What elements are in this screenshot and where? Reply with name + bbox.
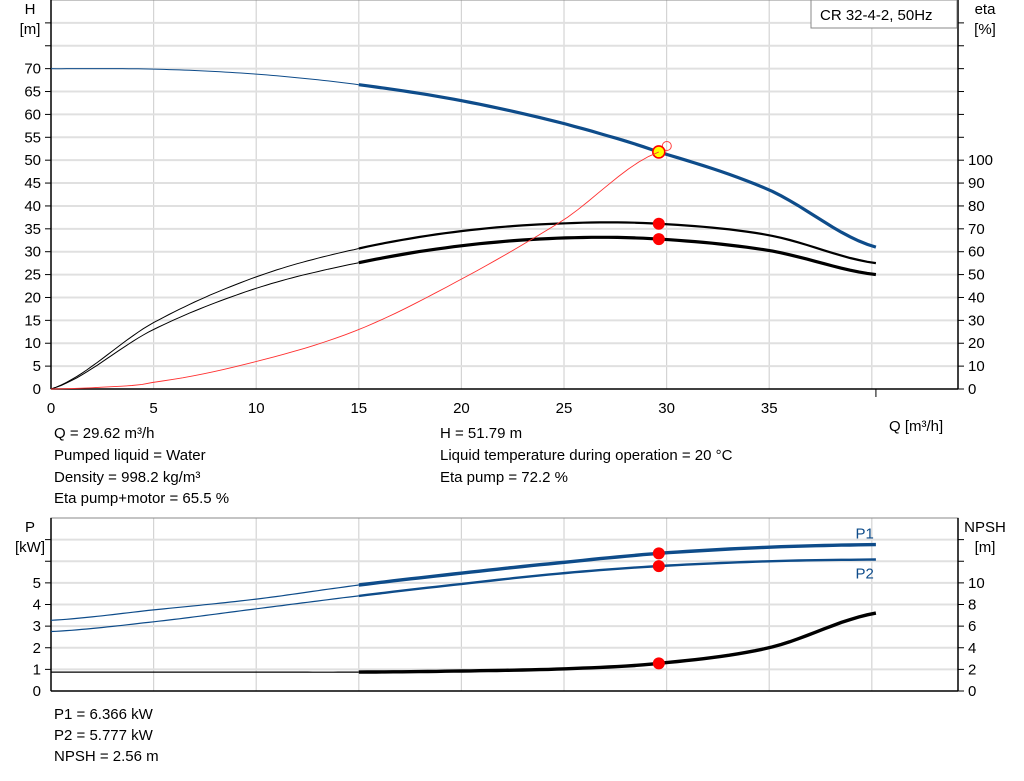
bottom-y-tick-label: 0 (33, 683, 41, 700)
bottom-y-right-axis-label: NPSH (964, 519, 1006, 536)
top-x-tick-label: 5 (149, 400, 157, 417)
bottom-series-p1-extrapolated (50, 584, 359, 621)
bottom-y-right-tick-label: 10 (968, 575, 985, 592)
top-series-system-curve (50, 151, 659, 390)
top-y-tick-label: 10 (24, 335, 41, 352)
top-y-tick-label: 25 (24, 267, 41, 284)
chart-title: CR 32-4-2, 50Hz (820, 7, 933, 24)
top-x-tick-label: 0 (47, 400, 55, 417)
top-series-eta-pump (358, 221, 877, 265)
top-y-tick-label: 30 (24, 244, 41, 261)
readout-npsh: NPSH = 2.56 m (54, 748, 159, 765)
bottom-y-tick-label: 3 (33, 618, 41, 635)
bottom-series-npsh (358, 611, 877, 674)
bottom-operating-point-p2 (652, 560, 665, 573)
readout-density: Density = 998.2 kg/m³ (54, 469, 201, 486)
top-y-right-tick-label: 30 (968, 312, 985, 329)
legend-box (810, 0, 958, 29)
top-y-tick-label: 5 (33, 358, 41, 375)
bottom-series-p1 (358, 542, 876, 587)
top-y-right-tick-label: 50 (968, 267, 985, 284)
top-y-right-axis-unit: [%] (974, 21, 996, 38)
readout-liquid: Pumped liquid = Water (54, 447, 206, 464)
bottom-y-right-axis-unit: [m] (975, 539, 996, 556)
top-system-curve-end-marker (661, 140, 672, 151)
bottom-series-p2 (358, 558, 876, 598)
top-y-axis-unit: [m] (20, 21, 41, 38)
top-y-tick-label: 45 (24, 175, 41, 192)
top-y-tick-label: 20 (24, 289, 41, 306)
bottom-y-axis-label: P (25, 519, 35, 536)
top-y-tick-label: 60 (24, 106, 41, 123)
bottom-y-right-tick-label: 2 (968, 661, 976, 678)
top-series-eta-pump-extrapolated (50, 248, 359, 390)
top-series-head-extrapolated (50, 68, 359, 86)
readout-temperature: Liquid temperature during operation = 20… (440, 447, 733, 464)
top-x-tick-label: 35 (761, 400, 778, 417)
readout-p2: P2 = 5.777 kW (54, 727, 153, 744)
top-y-right-tick-label: 100 (968, 152, 993, 169)
top-x-tick-label: 15 (350, 400, 367, 417)
top-y-right-tick-label: 0 (968, 381, 976, 398)
readout-h: H = 51.79 m (440, 425, 523, 442)
top-y-right-tick-label: 70 (968, 221, 985, 238)
top-y-right-tick-label: 40 (968, 289, 985, 306)
bottom-y-tick-label: 5 (33, 575, 41, 592)
top-y-right-tick-label: 60 (968, 244, 985, 261)
bottom-series-label-p2: P2 (856, 566, 874, 583)
top-series-eta-pump-motor (358, 235, 877, 277)
top-operating-point-marker (652, 145, 666, 159)
bottom-y-right-tick-label: 0 (968, 683, 976, 700)
bottom-y-right-tick-label: 6 (968, 618, 976, 635)
top-y-tick-label: 15 (24, 312, 41, 329)
readout-q: Q = 29.62 m³/h (54, 425, 155, 442)
bottom-y-axis-unit: [kW] (15, 539, 45, 556)
top-y-tick-label: 0 (33, 381, 41, 398)
top-y-tick-label: 35 (24, 221, 41, 238)
top-y-tick-label: 50 (24, 152, 41, 169)
top-y-axis-label: H (25, 1, 36, 18)
bottom-operating-point-npsh (652, 657, 665, 670)
top-x-tick-label: 10 (248, 400, 265, 417)
bottom-y-tick-label: 4 (33, 597, 41, 614)
bottom-operating-point-p1 (652, 547, 665, 560)
top-operating-point-eta-pump (652, 217, 665, 230)
bottom-series-label-p1: P1 (856, 526, 874, 543)
top-x-tick-label: 25 (556, 400, 573, 417)
top-series-eta-pump-motor-extrapolated (50, 262, 359, 390)
bottom-y-right-tick-label: 8 (968, 597, 976, 614)
top-operating-point-eta-pump-motor (652, 233, 665, 246)
readout-eta-total: Eta pump+motor = 65.5 % (54, 490, 230, 507)
top-plot-frame (50, 0, 959, 390)
readout-eta-pump: Eta pump = 72.2 % (440, 469, 568, 486)
top-y-tick-label: 65 (24, 84, 41, 101)
readout-p1: P1 = 6.366 kW (54, 706, 153, 723)
bottom-series-p2-extrapolated (50, 595, 359, 633)
top-y-right-axis-label: eta (975, 1, 997, 18)
top-y-right-tick-label: 10 (968, 358, 985, 375)
bottom-y-tick-label: 2 (33, 640, 41, 657)
top-y-right-tick-label: 20 (968, 335, 985, 352)
top-y-tick-label: 40 (24, 198, 41, 215)
top-series-head (358, 83, 877, 249)
top-y-tick-label: 55 (24, 129, 41, 146)
top-y-tick-label: 70 (24, 61, 41, 78)
top-x-tick-label: 20 (453, 400, 470, 417)
x-axis-label: Q [m³/h] (889, 418, 943, 435)
top-x-tick-label: 30 (658, 400, 675, 417)
top-y-right-tick-label: 90 (968, 175, 985, 192)
top-y-right-tick-label: 80 (968, 198, 985, 215)
bottom-y-tick-label: 1 (33, 661, 41, 678)
bottom-y-right-tick-label: 4 (968, 640, 976, 657)
